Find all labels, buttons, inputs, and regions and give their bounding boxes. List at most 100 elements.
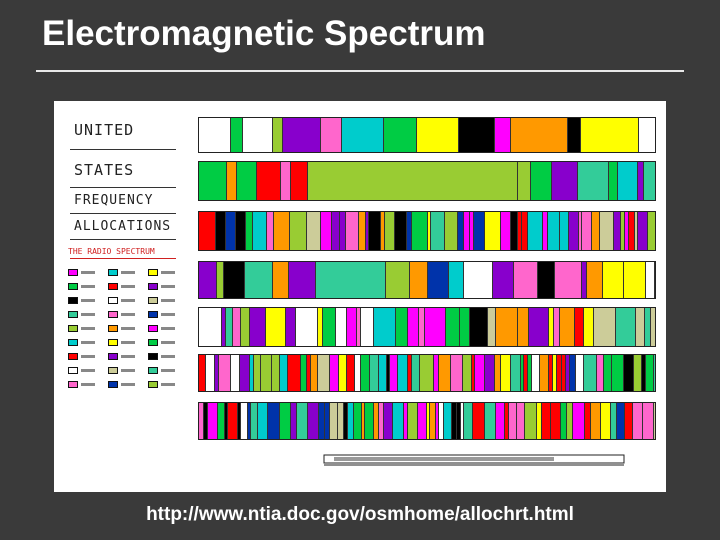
allocation-segment — [635, 212, 638, 250]
allocation-segment — [412, 355, 420, 391]
allocation-segment — [452, 403, 457, 439]
allocation-segment — [344, 403, 348, 439]
allocation-segment — [529, 308, 549, 346]
allocation-segment — [636, 308, 645, 346]
allocation-segment — [601, 403, 611, 439]
allocation-segment — [625, 403, 633, 439]
allocation-segment — [614, 212, 621, 250]
allocation-segment — [461, 403, 464, 439]
allocation-segment — [624, 355, 634, 391]
key-label-placeholder — [81, 355, 95, 358]
allocation-segment — [585, 403, 591, 439]
allocation-segment — [289, 262, 316, 298]
allocation-segment — [463, 355, 472, 391]
key-label-placeholder — [81, 383, 95, 386]
allocation-segment — [644, 162, 655, 200]
key-label-placeholder — [161, 327, 175, 330]
allocation-segment — [617, 403, 625, 439]
frequency-scale-strip — [323, 454, 625, 466]
allocation-segment — [379, 355, 387, 391]
allocation-segment — [561, 403, 567, 439]
chart-heading-allocations: ALLOCATIONS — [74, 219, 172, 234]
allocation-segment — [560, 212, 569, 250]
allocation-segment — [390, 355, 398, 391]
allocation-segment — [283, 118, 321, 152]
allocation-segment — [226, 308, 233, 346]
key-label-placeholder — [81, 341, 95, 344]
key-swatch — [68, 311, 78, 318]
allocation-segment — [609, 162, 618, 200]
allocation-segment — [570, 355, 576, 391]
allocation-segment — [591, 403, 601, 439]
allocation-segment — [449, 262, 464, 298]
chart-subheading: THE RADIO SPECTRUM — [68, 247, 155, 256]
allocation-segment — [359, 212, 366, 250]
allocation-segment — [407, 212, 412, 250]
allocation-segment — [281, 162, 291, 200]
allocation-segment — [342, 118, 384, 152]
allocation-segment — [321, 118, 342, 152]
allocation-segment — [522, 212, 528, 250]
allocation-segment — [316, 262, 386, 298]
allocation-segment — [555, 262, 582, 298]
allocation-segment — [642, 355, 646, 391]
allocation-segment — [361, 355, 370, 391]
allocation-segment — [592, 212, 600, 250]
allocation-segment — [318, 355, 330, 391]
allocation-segment — [280, 355, 288, 391]
allocation-segment — [575, 308, 584, 346]
allocation-segment — [231, 118, 243, 152]
allocation-segment — [621, 212, 625, 250]
allocation-segment — [395, 212, 407, 250]
allocation-segment — [525, 403, 537, 439]
allocation-segment — [428, 262, 449, 298]
allocation-segment — [431, 212, 445, 250]
key-label-placeholder — [81, 313, 95, 316]
allocation-segment — [381, 212, 385, 250]
key-label-placeholder — [121, 285, 135, 288]
key-label-placeholder — [161, 271, 175, 274]
allocation-segment — [587, 262, 603, 298]
allocation-segment — [199, 118, 231, 152]
allocation-segment — [645, 308, 651, 346]
allocation-segment — [274, 212, 290, 250]
allocation-segment — [548, 212, 560, 250]
allocation-segment — [243, 118, 273, 152]
allocation-segment — [297, 403, 308, 439]
key-label-placeholder — [81, 285, 95, 288]
allocation-segment — [347, 308, 357, 346]
key-label-placeholder — [121, 341, 135, 344]
allocation-segment — [532, 355, 540, 391]
allocation-segment — [257, 162, 281, 200]
allocation-segment — [518, 212, 522, 250]
allocation-segment — [597, 355, 604, 391]
allocation-segment — [603, 262, 624, 298]
allocation-segment — [336, 308, 347, 346]
allocation-segment — [475, 355, 485, 391]
allocation-segment — [445, 212, 458, 250]
allocation-segment — [604, 355, 612, 391]
key-swatch — [148, 283, 158, 290]
allocation-segment — [199, 355, 206, 391]
allocation-segment — [366, 212, 369, 250]
allocation-segment — [307, 212, 321, 250]
allocation-segment — [206, 355, 215, 391]
allocation-segment — [612, 355, 624, 391]
allocation-segment — [208, 403, 218, 439]
allocation-segment — [464, 403, 473, 439]
allocation-segment — [501, 212, 511, 250]
allocation-segment — [540, 355, 549, 391]
source-url[interactable]: http://www.ntia.doc.gov/osmhome/allochrt… — [146, 504, 574, 525]
allocation-segment — [495, 355, 501, 391]
allocation-segment — [308, 162, 518, 200]
allocation-segment — [318, 308, 323, 346]
allocation-segment — [560, 308, 575, 346]
allocation-segment — [258, 403, 268, 439]
key-swatch — [68, 325, 78, 332]
key-label-placeholder — [81, 299, 95, 302]
allocation-segment — [493, 262, 514, 298]
allocation-segment — [551, 403, 561, 439]
allocation-segment — [218, 403, 225, 439]
frequency-allocation-chart: UNITED STATES FREQUENCY ALLOCATIONS THE … — [54, 101, 666, 492]
chart-subheading-rule — [70, 258, 176, 259]
